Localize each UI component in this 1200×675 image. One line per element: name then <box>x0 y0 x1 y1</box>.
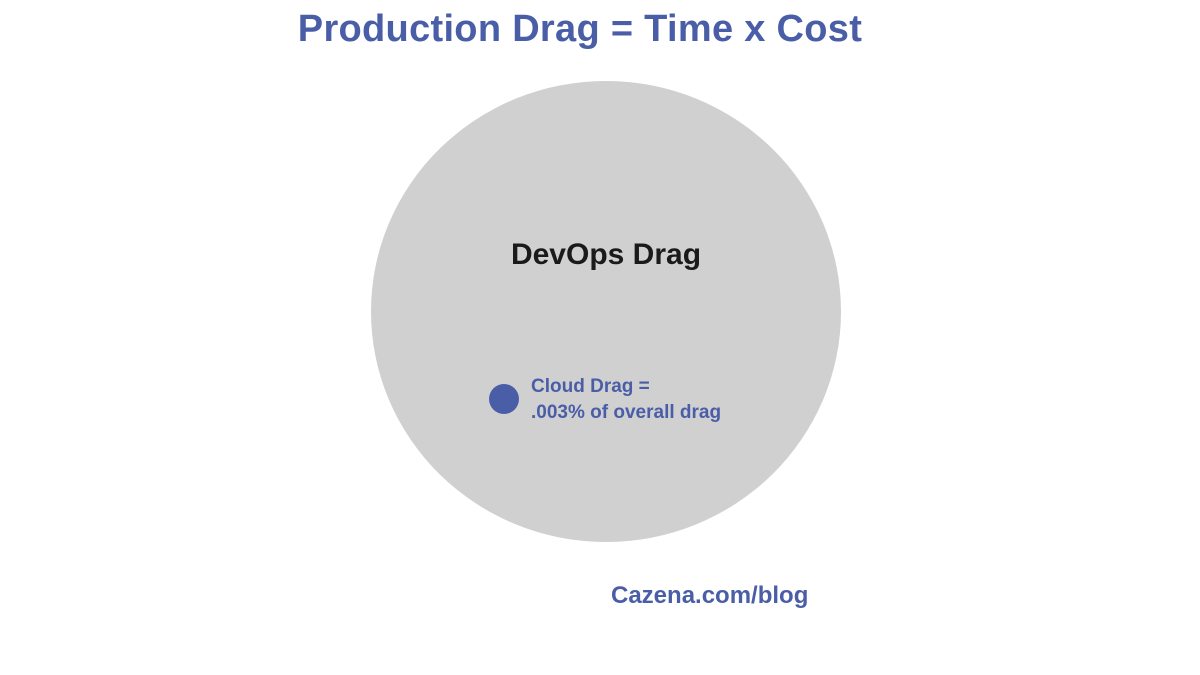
cloud-drag-label: Cloud Drag = .003% of overall drag <box>531 374 721 426</box>
footer-link[interactable]: Cazena.com/blog <box>611 582 809 609</box>
page-title: Production Drag = Time x Cost <box>297 8 863 50</box>
devops-drag-circle <box>371 81 841 542</box>
cloud-drag-label-line1: Cloud Drag = <box>531 376 650 397</box>
cloud-drag-dot <box>489 384 519 414</box>
devops-drag-label: DevOps Drag <box>510 238 702 271</box>
cloud-drag-label-line2: .003% of overall drag <box>531 402 722 423</box>
